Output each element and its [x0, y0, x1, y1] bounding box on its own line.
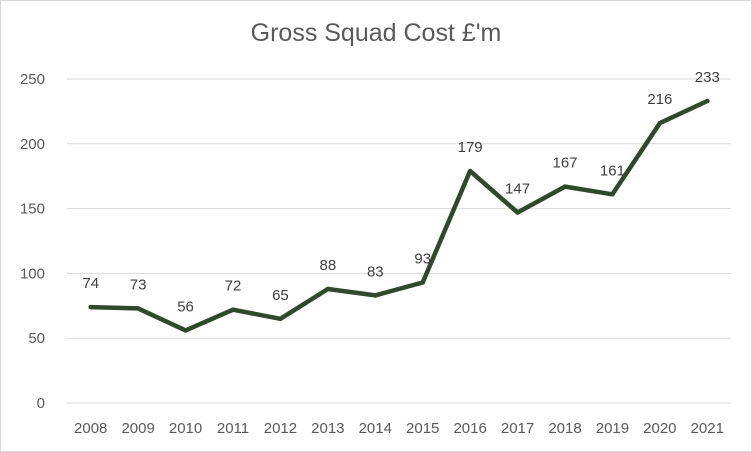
- x-tick-label: 2012: [264, 420, 297, 437]
- data-point: [610, 192, 615, 197]
- data-point: [230, 307, 236, 312]
- x-tick-label: 2015: [406, 420, 439, 437]
- data-labels: 74 73 56 72 65 88 83 93 179 147 167 161 216 233: [82, 69, 719, 315]
- x-tick-label: 2009: [121, 420, 154, 437]
- data-label: 179: [458, 139, 483, 156]
- data-label: 65: [272, 287, 289, 304]
- data-label: 74: [82, 275, 99, 292]
- y-axis: 0 50 100 150 200 250: [20, 71, 45, 412]
- x-tick-label: 2016: [453, 420, 486, 437]
- data-label: 93: [414, 250, 431, 267]
- x-tick-label: 2017: [501, 420, 534, 437]
- data-label: 83: [367, 263, 384, 280]
- y-tick-label: 200: [20, 136, 45, 153]
- series-layer: [88, 98, 710, 333]
- x-tick-label: 2011: [217, 420, 249, 437]
- data-label: 216: [647, 91, 672, 108]
- series-line: [88, 98, 710, 333]
- x-tick-label: 2020: [643, 420, 676, 437]
- x-tick-label: 2019: [596, 420, 629, 437]
- data-label: 72: [225, 278, 242, 295]
- x-tick-label: 2018: [548, 420, 581, 437]
- x-tick-label: 2021: [691, 420, 724, 437]
- data-point: [562, 184, 568, 189]
- x-tick-label: 2013: [311, 420, 344, 437]
- data-point: [278, 316, 283, 321]
- y-tick-label: 150: [20, 201, 45, 218]
- data-label: 56: [177, 298, 194, 315]
- y-tick-label: 50: [28, 330, 45, 347]
- x-axis: 2008 2009 2010 2011 2012 2013 2014 2015 2016 2017…: [67, 402, 731, 437]
- data-label: 147: [505, 180, 530, 197]
- y-tick-label: 250: [20, 71, 45, 88]
- data-point: [657, 120, 663, 126]
- x-tick-label: 2010: [169, 420, 202, 437]
- data-label: 161: [600, 162, 625, 179]
- data-point: [467, 168, 473, 174]
- data-point: [88, 304, 93, 310]
- data-point: [373, 293, 378, 298]
- data-label: 88: [320, 257, 337, 274]
- y-tick-label: 0: [37, 395, 45, 412]
- x-tick-label: 2014: [359, 420, 392, 437]
- data-point: [135, 306, 141, 311]
- gridlines: [67, 78, 731, 339]
- data-label: 233: [695, 69, 720, 86]
- data-point: [515, 210, 520, 215]
- data-point: [183, 328, 188, 333]
- data-label: 167: [552, 155, 577, 172]
- data-label: 73: [130, 276, 147, 293]
- data-point: [705, 98, 710, 104]
- chart-title: Gross Squad Cost £'m: [250, 19, 502, 47]
- x-tick-label: 2008: [74, 420, 107, 437]
- data-point: [325, 286, 331, 292]
- data-point: [420, 280, 425, 285]
- y-tick-label: 100: [20, 265, 45, 282]
